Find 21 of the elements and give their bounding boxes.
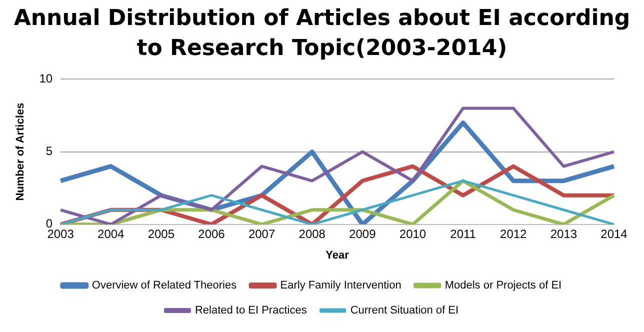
legend-label: Overview of Related Theories xyxy=(92,280,238,292)
x-tick-label: 2008 xyxy=(298,226,326,241)
x-tick-label: 2007 xyxy=(248,226,276,241)
x-tick-label: 2005 xyxy=(148,226,175,241)
y-tick-label: 10 xyxy=(39,72,53,86)
x-tick-label: 2006 xyxy=(198,226,226,241)
x-tick-label: 2013 xyxy=(550,226,578,241)
legend-label: Models or Projects of EI xyxy=(444,280,562,292)
legend-label: Related to EI Practices xyxy=(194,304,308,317)
legend-label: Early Family Intervention xyxy=(280,280,402,292)
y-axis-title: Number of Articles xyxy=(14,102,27,201)
x-tick-label: 2004 xyxy=(98,226,125,241)
x-tick-label: 2014 xyxy=(600,226,628,241)
x-tick-label: 2012 xyxy=(500,226,528,241)
x-axis-title: Year xyxy=(326,249,350,262)
y-tick-label: 5 xyxy=(46,144,53,158)
x-tick-label: 2011 xyxy=(450,226,476,241)
x-tick-label: 2009 xyxy=(349,226,376,241)
legend-label: Current Situation of EI xyxy=(350,304,459,317)
chart-title: Annual Distribution of Articles about EI according to Research Topic(2003-2014) xyxy=(12,5,632,63)
x-tick-label: 2010 xyxy=(399,226,426,241)
